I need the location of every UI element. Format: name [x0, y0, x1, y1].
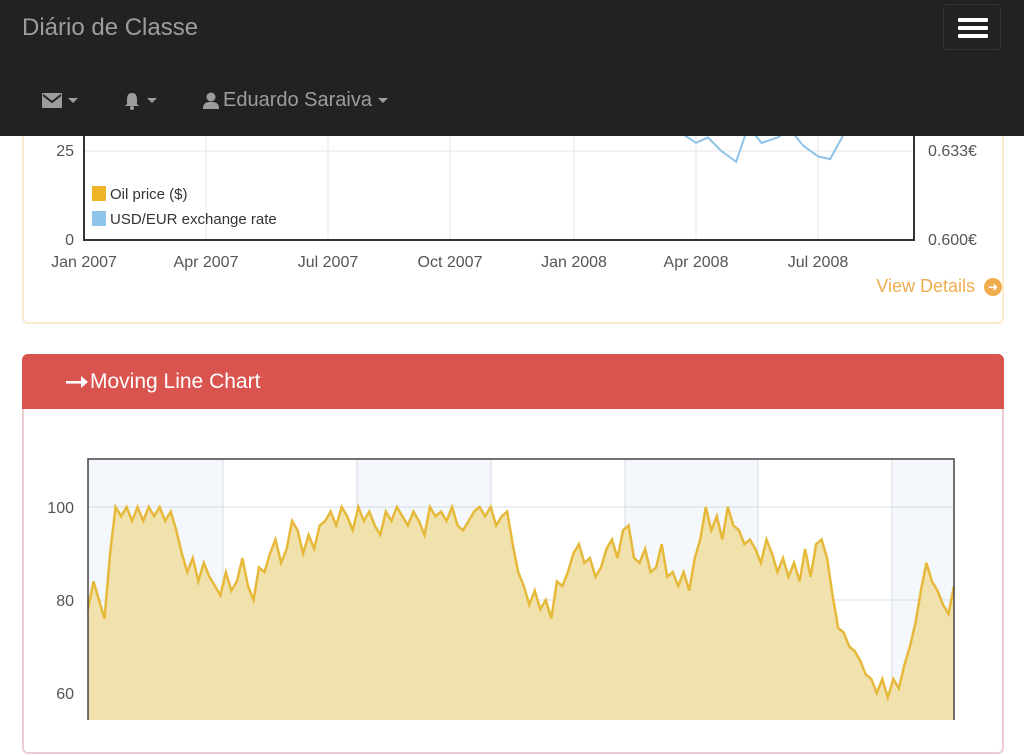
navbar-toggle-button[interactable]: [943, 4, 1001, 50]
y-right-tick-label: 0.600€: [928, 232, 977, 249]
arrow-circle-right-icon: ➜: [984, 278, 1002, 297]
y-tick-label: 0: [65, 232, 74, 249]
legend-label-usd: USD/EUR exchange rate: [110, 211, 277, 228]
x-tick-label: Jan 2007: [51, 254, 117, 271]
legend-swatch-usd: [92, 211, 106, 226]
long-arrow-right-icon: [66, 376, 88, 389]
oil-area-fill: [88, 507, 954, 720]
x-tick-label: Oct 2007: [418, 254, 483, 271]
x-tick-label: Jul 2007: [298, 254, 359, 271]
caret-down-icon: [377, 98, 388, 104]
caret-down-icon: [147, 98, 157, 104]
y-right-tick-label: 0.633€: [928, 143, 977, 160]
x-tick-label: Apr 2007: [174, 254, 239, 271]
usd-eur-line: [683, 136, 844, 164]
user-dropdown[interactable]: Eduardo Saraiva: [203, 80, 388, 120]
oil-price-line: [86, 502, 956, 703]
moving-line-chart: 60 80 100: [47, 458, 956, 720]
alerts-dropdown[interactable]: [123, 80, 157, 120]
user-icon: [203, 92, 219, 110]
panel-heading: Moving Line Chart: [22, 354, 1004, 409]
oil-usd-chart: 0 25 0.600€ 0.633€ Jan 2007 Apr 2007 Jul 200…: [51, 136, 977, 271]
y-tick-label: 100: [47, 500, 74, 517]
oil-price-panel: [22, 110, 1004, 324]
messages-dropdown[interactable]: [42, 80, 78, 120]
y-tick-label: 80: [56, 593, 74, 610]
caret-down-icon: [68, 98, 78, 104]
navbar: Diário de Classe Eduardo Saraiva: [0, 0, 1024, 136]
view-details-link[interactable]: View Details ➜: [876, 276, 1002, 297]
y-tick-label: 25: [56, 143, 74, 160]
legend: Oil price ($) USD/EUR exchange rate: [92, 186, 277, 228]
plot-frame: [83, 136, 915, 241]
x-tick-label: Jan 2008: [541, 254, 607, 271]
bell-icon: [125, 92, 139, 110]
legend-label-oil: Oil price ($): [110, 186, 188, 203]
envelope-icon: [42, 93, 62, 109]
legend-swatch-oil: [92, 186, 106, 201]
panel-title: Moving Line Chart: [90, 370, 261, 393]
x-tick-label: Apr 2008: [664, 254, 729, 271]
view-details-label: View Details: [876, 276, 975, 296]
plot-frame: [87, 458, 955, 720]
x-tick-label: Jul 2008: [788, 254, 849, 271]
y-tick-label: 60: [56, 686, 74, 703]
user-name: Eduardo Saraiva: [223, 89, 372, 111]
brand[interactable]: Diário de Classe: [22, 14, 199, 41]
